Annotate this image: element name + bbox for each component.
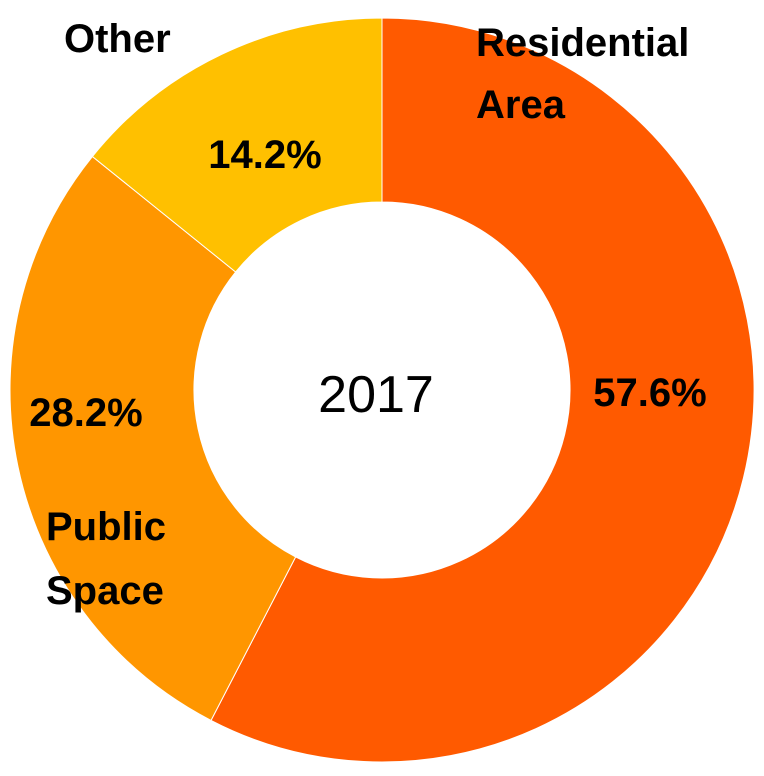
- category-label-other: Other: [64, 17, 171, 61]
- slice-other: [91, 17, 383, 273]
- value-label-residential: 57.6%: [593, 371, 706, 415]
- category-label-residential-line1: Residential: [476, 21, 689, 65]
- slice-public-space: [9, 155, 297, 722]
- category-label-public-space-line1: Public: [46, 505, 166, 549]
- category-label-residential-line2: Area: [476, 83, 566, 127]
- donut-slices: [9, 17, 755, 763]
- category-label-public-space-line2: Space: [46, 569, 164, 613]
- value-label-other: 14.2%: [208, 133, 321, 177]
- slice-residential-area: [210, 17, 755, 763]
- center-label: 2017: [318, 366, 434, 424]
- value-label-public-space: 28.2%: [29, 391, 142, 435]
